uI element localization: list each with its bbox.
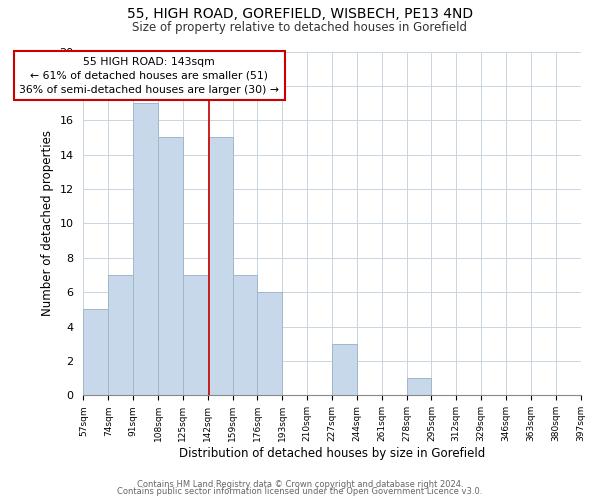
Bar <box>133 103 158 396</box>
Text: Contains public sector information licensed under the Open Government Licence v3: Contains public sector information licen… <box>118 488 482 496</box>
Bar <box>183 275 208 396</box>
Bar <box>208 138 233 396</box>
Text: 55, HIGH ROAD, GOREFIELD, WISBECH, PE13 4ND: 55, HIGH ROAD, GOREFIELD, WISBECH, PE13 … <box>127 8 473 22</box>
Bar <box>83 310 109 396</box>
Bar <box>233 275 257 396</box>
X-axis label: Distribution of detached houses by size in Gorefield: Distribution of detached houses by size … <box>179 447 485 460</box>
Text: Size of property relative to detached houses in Gorefield: Size of property relative to detached ho… <box>133 21 467 34</box>
Bar <box>257 292 282 396</box>
Bar <box>332 344 357 396</box>
Text: Contains HM Land Registry data © Crown copyright and database right 2024.: Contains HM Land Registry data © Crown c… <box>137 480 463 489</box>
Bar <box>407 378 431 396</box>
Bar <box>109 275 133 396</box>
Bar <box>158 138 183 396</box>
Y-axis label: Number of detached properties: Number of detached properties <box>41 130 54 316</box>
Text: 55 HIGH ROAD: 143sqm
← 61% of detached houses are smaller (51)
36% of semi-detac: 55 HIGH ROAD: 143sqm ← 61% of detached h… <box>19 56 279 94</box>
